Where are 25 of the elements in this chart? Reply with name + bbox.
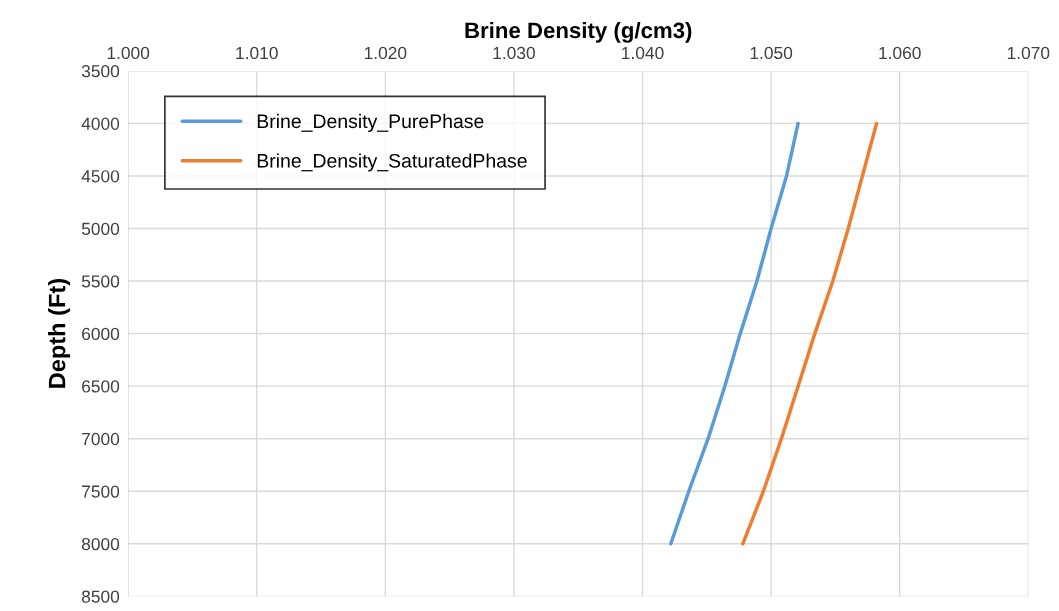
y-tick-label: 7500 (82, 485, 120, 498)
y-tick-label: 4000 (81, 117, 120, 130)
x-tick-label: 1.040 (622, 46, 664, 60)
legend-label: Brine_Density_PurePhase (257, 113, 484, 132)
x-tick-label: 1.050 (750, 46, 793, 60)
x-axis-title: Brine Density (g/cm3) (465, 21, 692, 43)
x-tick-label: 1.060 (879, 46, 921, 60)
line-series (741, 121, 879, 546)
y-tick-label: 6000 (82, 327, 120, 341)
y-axis-title: Depth (Ft) (48, 279, 71, 388)
y-tick-label: 8000 (81, 537, 120, 551)
y-tick-label: 4500 (81, 170, 120, 183)
x-tick-label: 1.000 (107, 46, 150, 60)
x-tick-label: 1.020 (364, 46, 407, 60)
y-tick-label: 5000 (81, 222, 120, 235)
x-tick-label: 1.070 (1007, 46, 1050, 60)
x-tick-label: 1.030 (493, 46, 535, 60)
legend-label: Brine_Density_SaturatedPhase (257, 153, 527, 172)
y-tick-label: 6500 (82, 380, 120, 393)
line-series (669, 121, 800, 546)
x-tick-label: 1.010 (236, 46, 278, 60)
y-tick-label: 7000 (82, 432, 120, 446)
y-tick-label: 3500 (81, 65, 120, 78)
y-tick-label: 8500 (81, 590, 120, 603)
y-tick-label: 5500 (81, 275, 120, 288)
